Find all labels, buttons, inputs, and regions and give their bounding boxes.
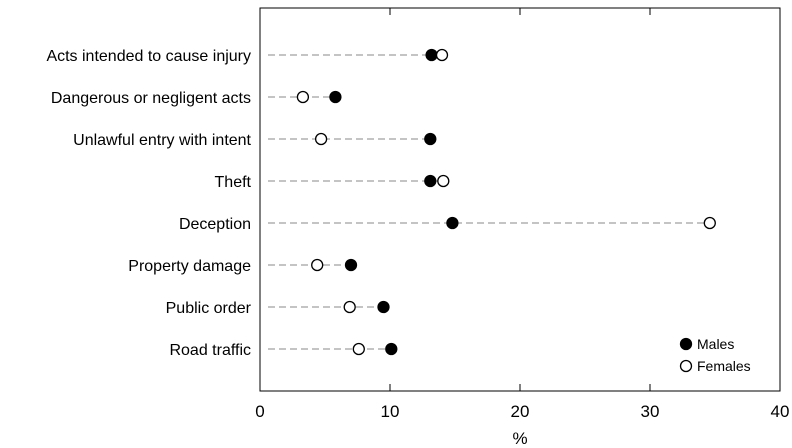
- female-marker: [343, 300, 356, 314]
- category-row: Unlawful entry with intent: [73, 132, 437, 149]
- x-tick-label: 10: [381, 402, 400, 421]
- male-marker: [344, 258, 358, 272]
- category-row: Acts intended to cause injury: [46, 48, 449, 65]
- male-marker: [446, 216, 459, 230]
- male-marker: [385, 342, 398, 356]
- female-marker: [435, 48, 449, 62]
- category-label: Theft: [215, 174, 252, 191]
- category-row: Deception: [179, 216, 716, 233]
- x-tick-label: 0: [255, 402, 264, 421]
- male-marker: [329, 90, 342, 104]
- legend-label: Females: [697, 358, 751, 374]
- category-label: Unlawful entry with intent: [73, 132, 251, 149]
- plot-area-frame: [259, 7, 781, 392]
- female-marker: [296, 90, 310, 104]
- x-axis-title: %: [512, 429, 527, 448]
- female-marker: [311, 258, 324, 272]
- male-marker: [425, 48, 438, 62]
- male-marker: [424, 174, 437, 188]
- category-row: Public order: [166, 300, 390, 317]
- category-row: Road traffic: [169, 342, 398, 359]
- category-label: Dangerous or negligent acts: [51, 90, 251, 107]
- female-marker: [703, 216, 716, 230]
- x-tick-label: 40: [771, 402, 790, 421]
- category-label: Property damage: [128, 258, 251, 275]
- male-marker: [377, 300, 390, 314]
- category-row: Dangerous or negligent acts: [51, 90, 342, 107]
- legend-marker: [679, 359, 693, 373]
- female-marker: [314, 132, 328, 146]
- male-marker: [424, 132, 437, 146]
- x-tick-label: 20: [511, 402, 530, 421]
- female-marker: [437, 174, 450, 188]
- legend: Males Females: [679, 336, 751, 374]
- female-marker: [352, 342, 365, 356]
- x-tick-label: 30: [641, 402, 660, 421]
- legend-marker: [679, 337, 693, 351]
- category-row: Property damage: [128, 258, 358, 275]
- category-label: Public order: [166, 300, 252, 317]
- category-label: Deception: [179, 216, 251, 233]
- category-label: Road traffic: [169, 342, 251, 359]
- category-label: Acts intended to cause injury: [46, 48, 251, 65]
- category-rows: Acts intended to cause injury Dangerous o…: [46, 48, 716, 359]
- legend-label: Males: [697, 336, 734, 352]
- category-row: Theft: [215, 174, 450, 191]
- x-axis-ticks: 0 10 20 30 40: [255, 8, 789, 421]
